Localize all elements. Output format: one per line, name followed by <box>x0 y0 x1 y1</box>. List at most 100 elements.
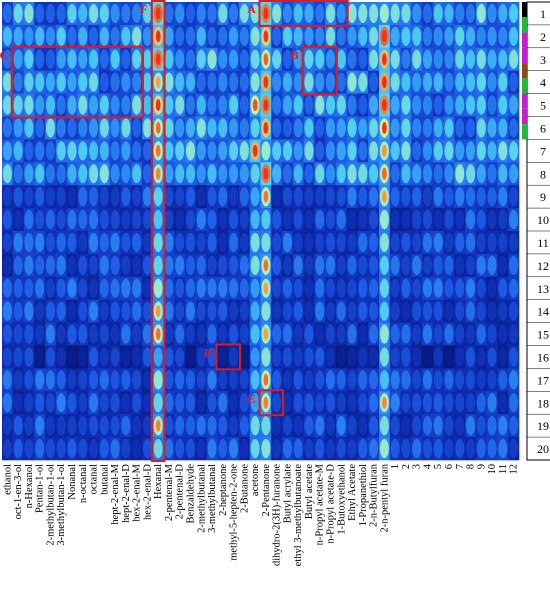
heatmap-cell <box>465 162 477 186</box>
heatmap-cell <box>508 2 520 26</box>
heatmap-cell <box>174 208 186 232</box>
heatmap-cell <box>325 47 337 71</box>
heatmap-cell <box>249 299 261 323</box>
heatmap-cell <box>271 368 283 392</box>
heatmap-cell <box>432 2 444 26</box>
heatmap-cell <box>357 437 369 461</box>
heatmap-cell <box>314 24 326 49</box>
heatmap-cell <box>23 368 35 392</box>
heatmap-cell <box>23 391 35 415</box>
heatmap-cell <box>152 322 164 346</box>
heatmap-cell <box>400 185 412 209</box>
heatmap-cell <box>475 162 487 186</box>
heatmap-cell <box>88 437 100 461</box>
heatmap-cell <box>55 162 67 186</box>
row-tick-label: 3 <box>540 53 546 67</box>
highlight-box-c <box>10 45 145 119</box>
heatmap-cell <box>66 116 78 140</box>
heatmap-cell <box>282 276 294 300</box>
heatmap-cell <box>508 93 520 117</box>
heatmap-cell <box>368 276 380 300</box>
heatmap-cell <box>120 70 132 94</box>
heatmap-cell <box>346 414 358 438</box>
heatmap-cell <box>497 24 509 49</box>
heatmap-cell <box>454 368 466 392</box>
heatmap-cell <box>55 231 67 255</box>
heatmap-cell <box>120 322 132 346</box>
heatmap-cell <box>228 2 240 26</box>
heatmap-cell <box>120 93 132 117</box>
heatmap-cell <box>411 116 423 140</box>
heatmap-cell <box>174 162 186 186</box>
heatmap-cell <box>465 391 477 415</box>
heatmap-cell <box>497 185 509 209</box>
heatmap-cell <box>174 70 186 94</box>
heatmap-cell <box>454 47 466 71</box>
heatmap-cell <box>282 2 294 26</box>
heatmap-cell <box>217 437 229 461</box>
heatmap-cell <box>131 299 143 323</box>
heatmap-cell <box>131 47 143 71</box>
column-tick-label: hept-2-enal-M <box>110 463 121 524</box>
heatmap-cell <box>195 414 207 438</box>
heatmap-cell <box>66 70 78 94</box>
heatmap-cell <box>12 208 24 232</box>
row-tick-label: 19 <box>537 419 549 433</box>
heatmap-cell <box>77 93 89 117</box>
heatmap-cell <box>346 47 358 71</box>
heatmap-cell <box>454 253 466 278</box>
heatmap-cell <box>389 414 401 438</box>
heatmap-cell <box>303 231 315 255</box>
heatmap-cell <box>292 345 304 369</box>
heatmap-cell <box>357 299 369 323</box>
highlight-label-c: C <box>0 48 8 62</box>
heatmap-cell <box>2 185 14 209</box>
heatmap-cell <box>282 322 294 346</box>
heatmap-cell <box>292 24 304 49</box>
heatmap-cell <box>66 345 78 369</box>
heatmap-cell <box>77 391 89 415</box>
heatmap-cell <box>486 299 498 323</box>
highlight-box-b <box>301 45 338 96</box>
heatmap-cell <box>131 368 143 392</box>
heatmap-cell <box>55 47 67 71</box>
heatmap-cell <box>98 437 111 461</box>
heatmap-cell <box>422 2 434 26</box>
heatmap-cell <box>109 368 121 392</box>
heatmap-cell <box>346 253 358 278</box>
heatmap-cell <box>292 322 304 346</box>
heatmap-cell <box>142 93 154 117</box>
heatmap-cell <box>465 368 477 392</box>
heatmap-cell <box>131 93 143 117</box>
heatmap-cell <box>45 299 57 323</box>
heatmap-cell <box>335 162 347 186</box>
heatmap-cell <box>422 24 434 49</box>
column-tick-label: 2 <box>401 464 412 469</box>
heatmap-cell <box>422 116 434 140</box>
heatmap-cell <box>217 208 229 232</box>
row-tick-label: 17 <box>537 373 549 387</box>
heatmap-cell <box>163 345 175 369</box>
heatmap-cell <box>55 24 67 49</box>
heatmap-cell <box>152 253 164 278</box>
heatmap-cell <box>486 47 498 71</box>
heatmap-cell <box>443 47 455 71</box>
heatmap-cell <box>120 253 132 278</box>
heatmap-cell <box>314 93 326 117</box>
heatmap-cell <box>314 162 326 186</box>
heatmap-cell <box>249 391 261 415</box>
heatmap-cell <box>45 24 57 49</box>
heatmap-cell <box>508 299 520 323</box>
heatmap-cell <box>454 322 466 346</box>
heatmap-cell <box>368 185 380 209</box>
heatmap-cell <box>55 345 67 369</box>
heatmap-cell <box>217 276 229 300</box>
heatmap-cell <box>411 24 423 49</box>
heatmap-cell <box>422 414 434 438</box>
column-tick-label: butanal <box>99 464 110 495</box>
heatmap-cell <box>335 208 347 232</box>
heatmap-cell <box>271 231 283 255</box>
heatmap-cell <box>55 139 67 163</box>
heatmap-cell <box>109 322 121 346</box>
